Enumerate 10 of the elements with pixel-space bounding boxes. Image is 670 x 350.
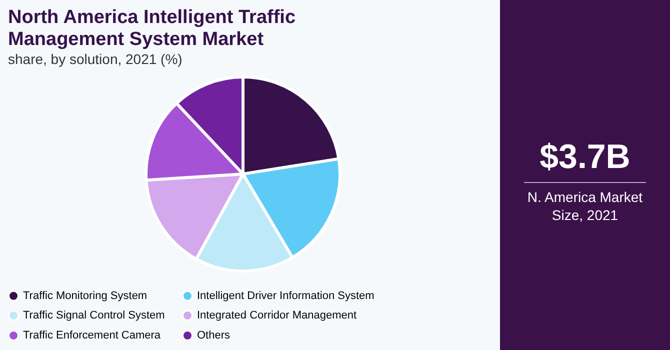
text: N. America Market Size, 2021 [526,188,644,224]
legend-label: Traffic Enforcement Camera [23,330,162,342]
legend-label: Integrated Corridor Management [197,310,357,322]
legend-label: Intelligent Driver Information System [197,290,374,302]
legend-label: Traffic Signal Control System [23,310,165,322]
legend-label: Others [197,330,231,342]
chart-subtitle: share, by solution, 2021 (%) [8,51,182,67]
text: $3.7B [538,138,632,177]
legend-label: Traffic Monitoring System [23,290,148,302]
chart-title: North America Intelligent Traffic Management System Market [8,7,296,50]
